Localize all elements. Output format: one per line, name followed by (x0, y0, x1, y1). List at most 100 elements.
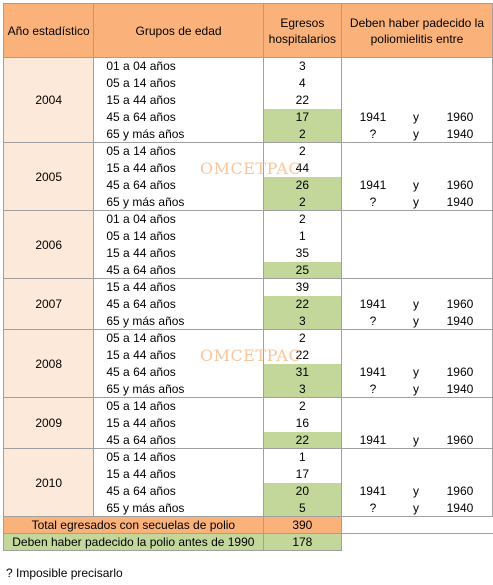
polio-period-cell (340, 74, 493, 92)
age-group-cell: 15 a 44 años (93, 278, 264, 296)
polio-period-cell: ? y 1940 (340, 499, 493, 517)
year-cell: 2009 (2, 397, 95, 449)
age-group-cell: 65 y más años (93, 499, 264, 517)
header-age-groups: Grupos de edad (93, 3, 264, 58)
period-end: 1940 (446, 126, 474, 141)
polio-period-cell (340, 465, 493, 483)
table-row: 2007 15 a 44 años 39 (2, 278, 493, 330)
polio-period-cell: 1941 y 1960 (340, 176, 493, 194)
discharge-count-cell: 25 (262, 261, 342, 279)
polio-before-value: 178 (262, 533, 342, 551)
polio-period-cell (340, 397, 493, 415)
polio-period-cell (340, 346, 493, 364)
polio-period-cell: 1941 y 1960 (340, 363, 493, 381)
age-group-cell: 45 a 64 años (93, 431, 264, 449)
age-group-cell: 65 y más años (93, 125, 264, 143)
period-start: ? (369, 500, 377, 515)
polio-period-cell (340, 244, 493, 262)
table-row: 65 y más años 2? y 1940 (4, 125, 493, 143)
discharge-count-cell: 2 (262, 193, 342, 211)
table-row: 65 y más años 2? y 1940 (4, 193, 493, 211)
table-row: 65 y más años 5? y 1940 (4, 499, 493, 517)
discharge-count-cell: 2 (262, 142, 342, 160)
period-end: 1940 (446, 500, 474, 515)
period-start: ? (369, 313, 377, 328)
age-group-cell: 15 a 44 años (93, 91, 264, 109)
period-start: 1941 (359, 297, 387, 311)
discharge-count-cell: 5 (262, 499, 342, 517)
age-group-cell: 05 a 14 años (93, 227, 264, 245)
polio-period-cell (340, 278, 493, 296)
age-group-cell: 01 a 04 años (93, 57, 264, 75)
table-row: 2006 01 a 04 años 2 (2, 210, 493, 279)
polio-period-cell (340, 261, 493, 279)
total-spacer (341, 516, 493, 534)
period-and: y (412, 178, 419, 192)
table-row: 45 a 64 años 22 1941 y 1960 (4, 295, 493, 313)
age-group-cell: 15 a 44 años (93, 159, 264, 177)
polio-period-cell: ? y 1940 (340, 312, 493, 330)
table-row: 2010 05 a 14 años 1 (2, 448, 493, 517)
year-cell: 2004 (2, 57, 95, 143)
age-group-cell: 05 a 14 años (93, 142, 264, 160)
period-and: y (412, 110, 419, 124)
table-row: 05 a 14 años 1 (4, 227, 493, 245)
polio-period-cell: 1941 y 1960 (340, 431, 493, 449)
period-start: 1941 (359, 365, 387, 379)
table-row: 15 a 44 años 44 (4, 159, 493, 177)
total-label: Total egresados con secuelas de polio (3, 516, 264, 534)
period-end: 1940 (446, 313, 474, 328)
discharge-count-cell: 3 (262, 380, 342, 398)
period-end: 1960 (446, 110, 474, 124)
period-and: y (412, 432, 419, 447)
age-group-cell: 45 a 64 años (93, 363, 264, 381)
discharge-count-cell: 4 (262, 74, 342, 92)
discharge-count-cell: 35 (262, 244, 342, 262)
age-group-cell: 15 a 44 años (93, 346, 264, 364)
polio-period-cell (340, 414, 493, 432)
table-row: 2009 05 a 14 años 2 (2, 397, 493, 449)
table-row: 45 a 64 años 26 1941 y 1960 (4, 176, 493, 194)
polio-period-cell: 1941 y 1960 (340, 295, 493, 313)
period-and: y (412, 297, 419, 311)
period-start: 1941 (359, 110, 387, 124)
discharge-count-cell: 20 (262, 482, 342, 500)
polio-period-cell: 1941 y 1960 (340, 108, 493, 126)
period-and: y (412, 500, 419, 515)
discharge-count-cell: 2 (262, 125, 342, 143)
period-and: y (412, 365, 419, 379)
polio-discharges-table: Año estadístico Grupos de edad Egresos h… (2, 3, 493, 551)
period-start: 1941 (359, 178, 387, 192)
age-group-cell: 05 a 14 años (93, 74, 264, 92)
period-start: ? (369, 126, 377, 141)
period-and: y (412, 194, 419, 209)
period-start: ? (369, 194, 377, 209)
period-start: ? (369, 381, 377, 396)
discharge-count-cell: 2 (262, 210, 342, 228)
polio-period-cell (340, 329, 493, 347)
discharge-count-cell: 1 (262, 227, 342, 245)
period-end: 1960 (446, 178, 474, 192)
age-group-cell: 01 a 04 años (93, 210, 264, 228)
age-group-cell: 45 a 64 años (93, 295, 264, 313)
table-body: 2004 01 a 04 años 3 05 a 14 años 4 15 a 44 añ… (2, 57, 493, 517)
header-year: Año estadístico (2, 3, 95, 58)
discharge-count-cell: 2 (262, 329, 342, 347)
period-and: y (412, 126, 419, 141)
period-and: y (412, 313, 419, 328)
age-group-cell: 45 a 64 años (93, 108, 264, 126)
total-value: 390 (262, 516, 342, 534)
discharge-count-cell: 39 (262, 278, 342, 296)
header-discharges: Egresos hospitalarios (262, 3, 342, 58)
year-cell: 2005 (2, 142, 95, 211)
discharge-count-cell: 16 (262, 414, 342, 432)
year-cell: 2007 (2, 278, 95, 330)
table-row: 45 a 64 años 22 1941 y 1960 (4, 431, 493, 449)
table-row: 2004 01 a 04 años 3 (2, 57, 493, 143)
polio-period-cell: 1941 y 1960 (340, 482, 493, 500)
discharge-count-cell: 22 (262, 431, 342, 449)
age-group-cell: 65 y más años (93, 312, 264, 330)
table-row: 15 a 44 años 22 (4, 91, 493, 109)
age-group-cell: 15 a 44 años (93, 244, 264, 262)
age-group-cell: 15 a 44 años (93, 414, 264, 432)
